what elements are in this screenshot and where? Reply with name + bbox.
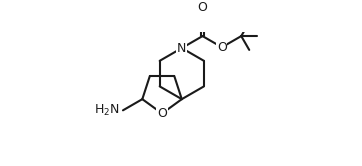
Text: O: O	[198, 1, 207, 14]
Text: N: N	[177, 42, 186, 55]
Text: O: O	[157, 107, 167, 120]
Text: H$_2$N: H$_2$N	[94, 103, 120, 118]
Text: O: O	[217, 41, 227, 54]
